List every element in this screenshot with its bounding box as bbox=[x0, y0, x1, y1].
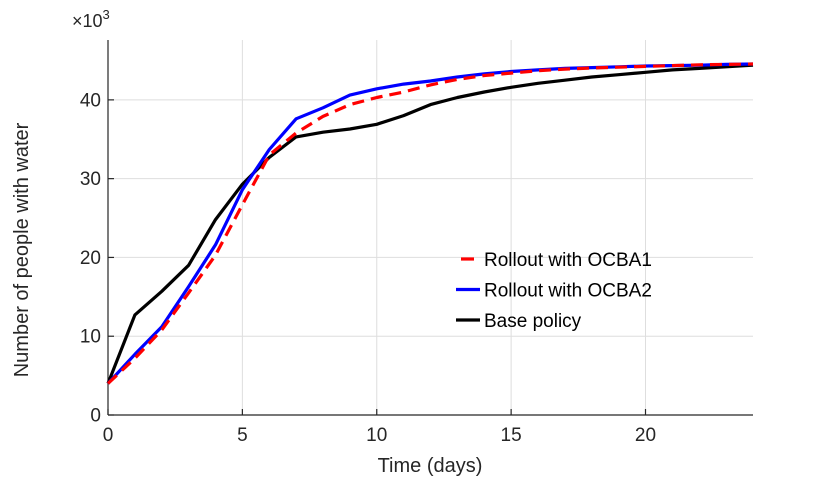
legend-label: Rollout with OCBA1 bbox=[484, 250, 652, 271]
x-tick-label: 15 bbox=[501, 425, 522, 446]
y-tick-label: 20 bbox=[80, 248, 101, 269]
series-layer bbox=[106, 62, 754, 385]
y-axis-label: Number of people with water bbox=[11, 122, 33, 377]
series-line-rollout-with-ocba2 bbox=[106, 62, 754, 385]
legend-item: Rollout with OCBA1 bbox=[461, 250, 652, 271]
legend-label: Rollout with OCBA2 bbox=[484, 281, 652, 302]
series-line-base-policy bbox=[106, 63, 754, 385]
legend-item: Rollout with OCBA2 bbox=[456, 281, 652, 302]
x-axis-label: Time (days) bbox=[378, 455, 483, 477]
legend-item: Base policy bbox=[456, 311, 582, 332]
x-tick-label: 5 bbox=[237, 425, 248, 446]
series-line-rollout-with-ocba1 bbox=[106, 62, 754, 385]
grid-layer bbox=[107, 40, 753, 416]
y-tick-label: 30 bbox=[80, 169, 101, 190]
y-axis-exponent-label: ×103 bbox=[72, 7, 110, 31]
x-tick-label: 20 bbox=[635, 425, 656, 446]
y-tick-label: 10 bbox=[80, 327, 101, 348]
legend-label: Base policy bbox=[484, 311, 582, 332]
axis-layer: 0 5 10 15 20 0 10 20 30 40 bbox=[80, 40, 753, 446]
x-tick-label: 10 bbox=[366, 425, 387, 446]
y-tick-label: 0 bbox=[90, 406, 101, 427]
y-tick-label: 40 bbox=[80, 90, 101, 111]
x-tick-label: 0 bbox=[103, 425, 114, 446]
legend: Rollout with OCBA1 Rollout with OCBA2 Base… bbox=[456, 250, 652, 332]
